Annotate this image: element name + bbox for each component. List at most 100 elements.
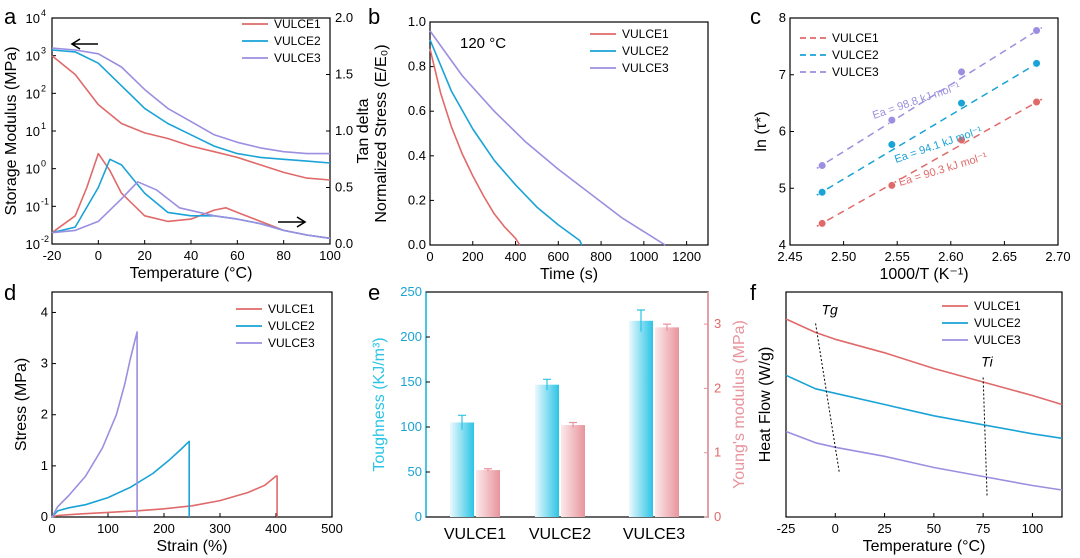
- panel-e-ytick-label: 200: [400, 329, 422, 344]
- panel-a-legend-label-vulce3: VULCE3: [274, 51, 321, 65]
- panel-a-ytick-label: 10: [26, 199, 40, 214]
- panel-c-point-vulce1: [957, 135, 966, 145]
- panel-f-xtick-label: 50: [927, 521, 941, 536]
- panel-f-ti-label: Ti: [981, 353, 993, 369]
- panel-a-ytick-exponent: -2: [41, 234, 49, 244]
- panel-e-errorbar-toughness-vulce1: [458, 414, 466, 430]
- panel-c-point-vulce1: [887, 181, 896, 190]
- panel-b-xtick-label: 1200: [672, 249, 701, 264]
- panel-label-b: b: [368, 4, 380, 29]
- panel-a-y2tick-label: 0.5: [335, 180, 353, 195]
- panel-e-bar-youngs-vulce3: [655, 327, 679, 517]
- panel-b-legend-label-vulce2: VULCE2: [622, 44, 669, 58]
- panel-e-bar-youngs-vulce2: [561, 425, 585, 517]
- panel-e-bar-youngs-vulce1: [476, 470, 500, 517]
- panel-a-xtick-label: 0: [95, 248, 102, 263]
- panel-a-xtick-label: 80: [276, 248, 290, 263]
- panel-e-ytick-label: 0: [415, 509, 422, 524]
- panel-c-ytick-label: 5: [779, 180, 786, 195]
- panel-e-y2tick-label: 0: [714, 509, 721, 524]
- panel-f-xtick-label: 25: [877, 521, 891, 536]
- panel-b-line-vulce3: [429, 30, 666, 246]
- panel-e-y2tick-label: 3: [714, 316, 721, 331]
- panel-f-xtick-label: 0: [832, 521, 839, 536]
- panel-b-xtick-label: 1000: [629, 249, 658, 264]
- panel-f-line-vulce1: [785, 318, 1063, 406]
- panel-e-errorbar-toughness-vulce2: [543, 378, 551, 391]
- panel-e-ytick-label: 50: [408, 464, 422, 479]
- panel-d-xtick-label: 500: [321, 521, 343, 536]
- panel-f-tg-marker: [815, 323, 840, 473]
- panel-label-a: a: [4, 4, 17, 29]
- panel-e-y2tick-label: 1: [714, 445, 721, 460]
- panel-c-point-vulce1: [818, 219, 827, 228]
- panel-e-ytick-label: 100: [400, 419, 422, 434]
- panel-b-xtick-label: 800: [590, 249, 612, 264]
- panel-b-xtick-label: 400: [505, 249, 527, 264]
- panel-b-line-vulce1: [429, 48, 521, 246]
- panel-b-ytick-label: 0.2: [408, 192, 426, 207]
- panel-b-xtick-label: 600: [547, 249, 569, 264]
- panel-a-xtick-label: -20: [43, 248, 62, 263]
- panel-f-xtick-label: -25: [777, 521, 796, 536]
- panel-c-fit-line-vulce3: [816, 26, 1043, 170]
- panel-f-chart: -25 0 25 50 75 100 Tg Ti VULCE1 VULCE2 VULCE3 Tempe…: [757, 291, 1063, 555]
- panel-d-ylabel: Stress (MPa): [13, 358, 30, 451]
- panel-e-bar-toughness-vulce3: [629, 320, 653, 517]
- panel-c-xtick-label: 2.65: [992, 249, 1017, 264]
- panel-c-point-vulce3: [887, 116, 896, 125]
- panel-c-fit-line-vulce1: [816, 98, 1043, 227]
- panel-c-point-vulce3: [818, 161, 827, 170]
- panel-b-legend-label-vulce3: VULCE3: [622, 61, 669, 75]
- panel-c-fit-line-vulce2: [816, 59, 1043, 196]
- panel-e-chart: 0 50 100 150 200 250 0 1 2 3 VULCE1 VULCE2 VULCE3 Tou…: [371, 284, 748, 543]
- panel-a-ytick-label: 10: [26, 11, 40, 26]
- panel-c-xlabel: 1000/T (K⁻¹): [879, 266, 968, 283]
- panel-c-legend-label-vulce2: VULCE2: [832, 48, 879, 62]
- panel-c-point-vulce1: [1032, 97, 1041, 107]
- panel-f-line-vulce2: [785, 374, 1063, 440]
- panel-d-xlabel: Strain (%): [156, 538, 227, 555]
- panel-f-ylabel: Heat Flow (W/g): [757, 347, 774, 463]
- panel-c-xtick-label: 2.60: [938, 249, 963, 264]
- panel-a-ytick-exponent: 1: [41, 121, 46, 131]
- panel-b-chart: 0 200 400 600 800 1000 1200 0.0 0.2 0.4 0.6 0.8 1.0 V…: [373, 14, 709, 283]
- panel-a-modulus-line-vulce1: [51, 55, 331, 181]
- panel-d-legend-label-vulce3: VULCE3: [268, 336, 315, 350]
- panel-b-xtick-label: 200: [462, 249, 484, 264]
- panel-a-legend-label-vulce1: VULCE1: [274, 17, 321, 31]
- panel-a-modulus-line-vulce3: [51, 47, 330, 155]
- panel-c-legend-label-vulce1: VULCE1: [832, 31, 879, 45]
- panel-a-y2tick-label: 1.5: [335, 67, 353, 82]
- panel-d-ytick-label: 3: [41, 356, 48, 371]
- panel-c-xtick-label: 2.50: [831, 249, 856, 264]
- panel-d-legend-label-vulce2: VULCE2: [268, 319, 315, 333]
- panel-d-ytick-label: 0: [41, 509, 48, 524]
- panel-d-ytick-label: 4: [41, 304, 48, 319]
- panel-f-tg-label: Tg: [821, 302, 838, 318]
- panel-c-ylabel: ln (τ*): [753, 111, 770, 151]
- panel-b-ytick-label: 0.4: [408, 148, 426, 163]
- panel-c-point-vulce3: [1032, 26, 1041, 35]
- panel-d-legend-label-vulce1: VULCE1: [268, 302, 315, 316]
- panel-b-ylabel: Normalized Stress (E/E₀): [373, 44, 390, 222]
- panel-f-xtick-label: 75: [976, 521, 990, 536]
- panel-c-point-vulce3: [957, 67, 966, 77]
- panel-d-frame: [51, 291, 333, 518]
- panel-b-annotation: 120 °C: [460, 35, 506, 52]
- panel-d-xtick-label: 200: [153, 521, 175, 536]
- panel-a-ytick-label: 10: [26, 49, 40, 64]
- panel-a-legend-label-vulce2: VULCE2: [274, 34, 321, 48]
- arrow-left-icon: [70, 38, 98, 50]
- panel-c-fit-label-vulce3: Ea = 98.8 kJ mol⁻¹: [871, 81, 962, 122]
- panel-b-legend-label-vulce1: VULCE1: [622, 27, 669, 41]
- panel-a-tandelta-line-vulce2: [51, 158, 331, 240]
- panel-c-ytick-label: 8: [779, 10, 786, 25]
- panel-e-errorbar-youngs-vulce1: [484, 468, 492, 472]
- panel-a-ytick-label: 10: [26, 124, 40, 139]
- panel-e-category-label-vulce2: VULCE2: [529, 526, 591, 543]
- panel-a-ytick-label: 10: [26, 237, 40, 252]
- panel-a-tandelta-line-vulce3: [51, 181, 331, 240]
